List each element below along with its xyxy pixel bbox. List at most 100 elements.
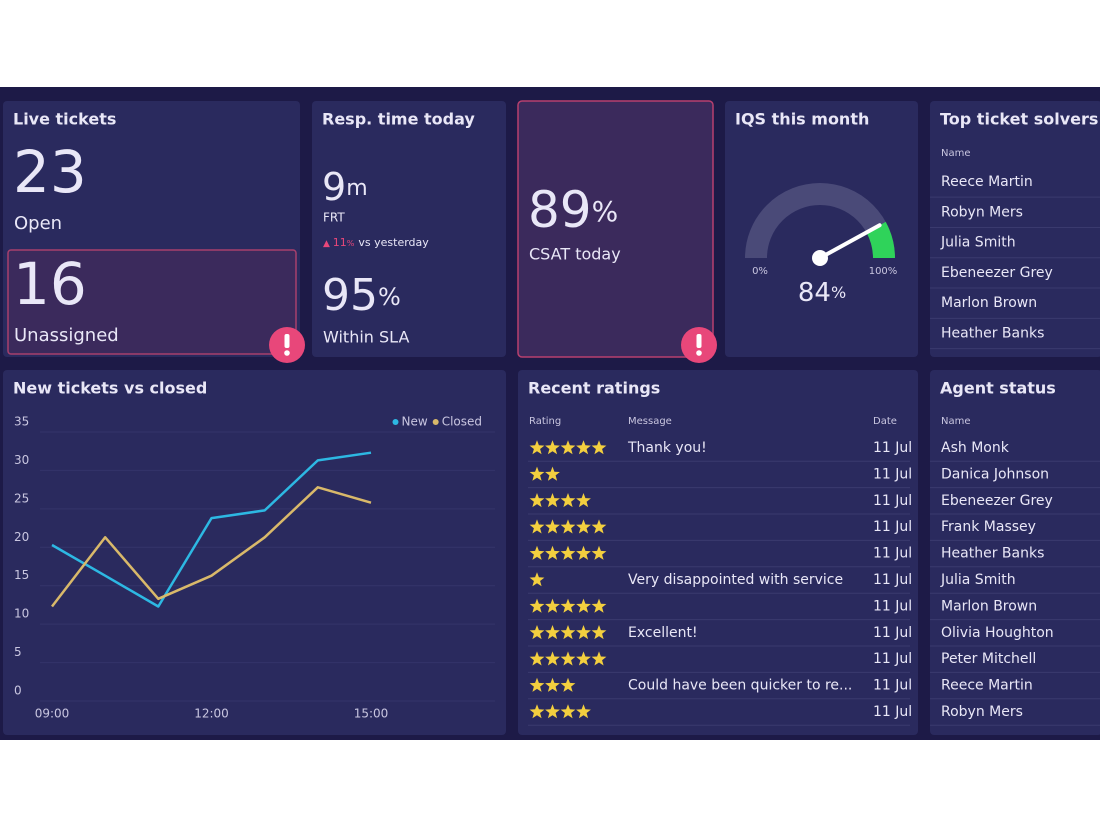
- star: [529, 519, 545, 534]
- metric-label: Open: [14, 213, 62, 234]
- gauge: [745, 183, 895, 266]
- star: [545, 625, 560, 640]
- change-arrow: ▲: [323, 239, 333, 249]
- alert-icon: [269, 327, 305, 363]
- star: [545, 704, 560, 719]
- column-header: Message: [628, 416, 672, 427]
- card: [3, 370, 506, 735]
- legend-swatch: [392, 419, 399, 425]
- card-title: Agent status: [940, 379, 1056, 398]
- gauge-hub: [812, 250, 828, 266]
- star: [591, 651, 607, 666]
- date: 11 Jul: [873, 625, 912, 641]
- metric-value: 84: [798, 278, 831, 308]
- metric-unit: m: [346, 176, 367, 201]
- alert-icon: [681, 327, 717, 363]
- metric: 89%: [528, 181, 618, 239]
- card-title: Top ticket solvers: [940, 110, 1098, 129]
- gauge-needle: [818, 223, 882, 260]
- metric-label: Unassigned: [14, 325, 119, 346]
- message: Could have been quicker to re...: [628, 678, 852, 694]
- star: [529, 651, 545, 666]
- star-rating: [529, 519, 607, 534]
- x-tick-label: 09:00: [35, 707, 70, 721]
- gauge-min-label: 0%: [752, 266, 768, 277]
- name: Frank Massey: [941, 519, 1036, 535]
- message: Thank you!: [627, 440, 707, 456]
- name-list: Ash Monk Danica Johnson Ebeneezer Grey Fran…: [930, 440, 1100, 726]
- name: Ebeneezer Grey: [941, 493, 1053, 509]
- column-header: Name: [941, 148, 971, 159]
- date: 11 Jul: [873, 440, 912, 456]
- name: Marlon Brown: [941, 598, 1037, 614]
- column-header: Date: [873, 416, 897, 427]
- y-tick-label: 5: [14, 645, 22, 659]
- name: Marlon Brown: [941, 295, 1037, 311]
- y-tick-label: 35: [14, 415, 29, 429]
- star: [545, 493, 560, 508]
- star: [560, 440, 576, 455]
- x-tick-label: 12:00: [194, 707, 229, 721]
- star: [529, 704, 545, 719]
- star: [529, 545, 545, 560]
- name: Robyn Mers: [941, 204, 1023, 220]
- star: [591, 440, 607, 455]
- star: [576, 545, 591, 560]
- metric-unit: %: [378, 283, 401, 311]
- change-value: 11: [333, 236, 347, 249]
- star: [529, 677, 545, 692]
- star-rating: [529, 572, 545, 587]
- name-list: Reece Martin Robyn Mers Julia Smith Ebeneez…: [930, 174, 1100, 350]
- name: Heather Banks: [941, 546, 1044, 562]
- name: Olivia Houghton: [941, 625, 1054, 641]
- y-tick-label: 20: [14, 530, 29, 544]
- star: [576, 519, 591, 534]
- star: [529, 493, 545, 508]
- star: [545, 677, 560, 692]
- metric: 95%: [322, 270, 401, 321]
- star-rating: [529, 545, 607, 560]
- star: [576, 704, 591, 719]
- metric-label: Within SLA: [323, 328, 409, 347]
- name: Ash Monk: [941, 440, 1010, 456]
- star: [576, 440, 591, 455]
- card-title: IQS this month: [735, 110, 869, 129]
- star: [560, 651, 576, 666]
- star: [545, 440, 560, 455]
- star: [560, 704, 576, 719]
- card: [312, 101, 506, 357]
- star: [560, 625, 576, 640]
- y-tick-label: 30: [14, 453, 29, 467]
- card-title: Live tickets: [13, 110, 116, 129]
- star: [576, 598, 591, 613]
- metric-value: 89: [528, 181, 592, 239]
- message: Very disappointed with service: [628, 572, 843, 588]
- y-tick-label: 15: [14, 568, 29, 582]
- date: 11 Jul: [873, 598, 912, 614]
- date: 11 Jul: [873, 546, 912, 562]
- star: [545, 651, 560, 666]
- card: [725, 101, 918, 357]
- star: [545, 598, 560, 613]
- legend-label: New: [402, 415, 428, 429]
- x-tick-label: 15:00: [354, 707, 389, 721]
- alert-box: [7, 249, 297, 355]
- star-rating: [529, 651, 607, 666]
- metric: 23: [13, 138, 87, 206]
- metric: 9m: [322, 165, 368, 209]
- y-tick-label: 0: [14, 684, 22, 698]
- metric: 16: [13, 250, 87, 318]
- alert-card: [517, 100, 714, 358]
- star: [529, 625, 545, 640]
- star-rating: [529, 493, 591, 508]
- star: [560, 545, 576, 560]
- change-unit: %: [347, 239, 355, 248]
- star: [545, 466, 560, 481]
- star: [529, 572, 545, 587]
- change: ▲ 11% vs yesterday: [323, 236, 429, 249]
- y-tick-label: 25: [14, 491, 29, 505]
- star: [529, 466, 545, 481]
- metric-value: 95: [322, 270, 378, 321]
- column-header: Rating: [529, 416, 561, 427]
